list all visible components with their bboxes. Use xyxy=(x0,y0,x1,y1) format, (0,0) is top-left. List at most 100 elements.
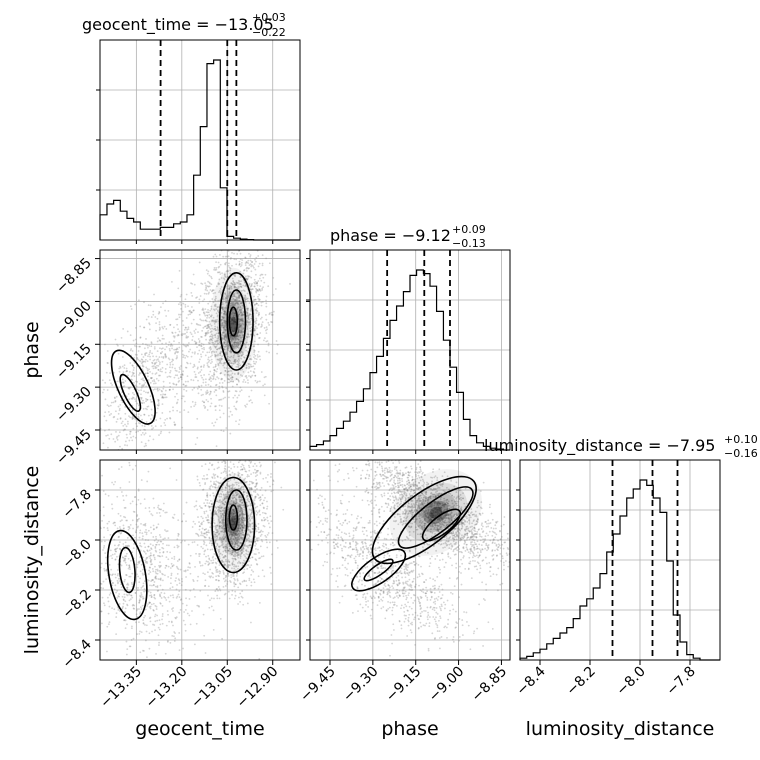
scatter-point xyxy=(139,630,141,633)
scatter-point xyxy=(130,639,133,641)
scatter-point xyxy=(176,348,179,351)
scatter-point xyxy=(245,269,248,272)
scatter-point xyxy=(252,501,255,504)
scatter-point xyxy=(224,558,227,561)
scatter-point xyxy=(174,351,177,354)
scatter-point xyxy=(222,525,225,528)
scatter-point xyxy=(254,496,257,498)
scatter-point xyxy=(211,548,214,551)
scatter-point xyxy=(241,334,244,337)
scatter-point xyxy=(176,401,179,404)
scatter-point xyxy=(176,409,179,412)
scatter-point xyxy=(143,590,145,593)
scatter-point xyxy=(210,597,213,600)
scatter-point xyxy=(216,354,219,357)
scatter-point xyxy=(118,593,121,595)
scatter-point xyxy=(216,536,219,539)
scatter-point xyxy=(248,365,251,368)
scatter-point xyxy=(248,264,251,267)
scatter-point xyxy=(252,360,255,363)
scatter-point xyxy=(218,551,220,554)
scatter-point xyxy=(214,342,216,345)
scatter-point xyxy=(200,353,202,356)
scatter-point xyxy=(252,265,254,268)
scatter-point xyxy=(232,311,234,314)
scatter-point xyxy=(233,523,236,526)
scatter-point xyxy=(249,363,252,366)
scatter-point xyxy=(155,322,157,325)
scatter-point xyxy=(237,527,240,529)
scatter-point xyxy=(215,345,218,348)
scatter-point xyxy=(239,561,241,564)
scatter-point xyxy=(266,507,268,510)
scatter-point xyxy=(233,530,236,533)
scatter-point xyxy=(258,601,261,604)
scatter-point xyxy=(238,295,241,298)
scatter-point xyxy=(140,594,143,596)
scatter-point xyxy=(253,458,255,460)
scatter-point xyxy=(182,333,185,335)
scatter-point xyxy=(125,552,128,555)
scatter-point xyxy=(234,326,237,329)
scatter-point xyxy=(215,445,218,448)
scatter-point xyxy=(128,386,131,389)
scatter-point xyxy=(227,490,229,493)
scatter-point xyxy=(117,352,120,355)
scatter-point xyxy=(232,301,235,304)
scatter-point xyxy=(209,485,212,488)
scatter-point xyxy=(211,562,214,564)
scatter-point xyxy=(207,561,209,563)
scatter-point xyxy=(158,644,160,646)
scatter-point xyxy=(132,372,135,375)
scatter-point xyxy=(158,374,160,377)
scatter-point xyxy=(160,540,163,543)
scatter-point xyxy=(176,355,178,357)
scatter-point xyxy=(231,508,234,511)
scatter-point xyxy=(234,543,237,546)
scatter-point xyxy=(179,313,182,316)
scatter-point xyxy=(230,540,233,543)
scatter-point xyxy=(121,595,124,598)
scatter-point xyxy=(139,345,141,348)
scatter-point xyxy=(132,372,135,375)
scatter-point xyxy=(250,276,253,279)
scatter-point xyxy=(158,363,161,366)
scatter-point xyxy=(219,287,222,290)
scatter-point xyxy=(221,308,224,311)
scatter-point xyxy=(146,408,148,411)
scatter-point xyxy=(210,484,213,487)
scatter-point xyxy=(259,332,262,334)
scatter-point xyxy=(261,530,264,533)
scatter-point xyxy=(242,547,245,549)
scatter-point xyxy=(215,312,218,315)
scatter-point xyxy=(224,461,227,464)
scatter-point xyxy=(251,261,253,264)
scatter-point xyxy=(217,271,220,274)
scatter-point xyxy=(142,550,145,552)
scatter-point xyxy=(149,381,152,384)
scatter-point xyxy=(227,299,230,302)
scatter-point xyxy=(234,458,236,460)
scatter-point xyxy=(140,608,143,610)
scatter-point xyxy=(224,580,226,583)
scatter-point xyxy=(179,411,181,414)
scatter-point xyxy=(180,376,183,379)
scatter-point xyxy=(233,563,236,566)
scatter-point xyxy=(196,478,199,481)
scatter-point xyxy=(144,381,147,384)
scatter-point xyxy=(223,512,226,514)
scatter-point xyxy=(254,495,257,498)
scatter-point xyxy=(233,360,236,363)
scatter-point xyxy=(192,379,195,382)
scatter-point xyxy=(252,527,254,530)
scatter-point xyxy=(272,480,275,482)
scatter-point xyxy=(241,473,244,476)
scatter-point xyxy=(247,544,250,547)
scatter-point xyxy=(218,521,221,524)
scatter-point xyxy=(234,532,237,535)
scatter-point xyxy=(254,462,256,465)
scatter-point xyxy=(104,398,107,401)
scatter-point xyxy=(212,316,215,319)
scatter-point xyxy=(142,356,145,358)
scatter-point xyxy=(226,549,229,552)
